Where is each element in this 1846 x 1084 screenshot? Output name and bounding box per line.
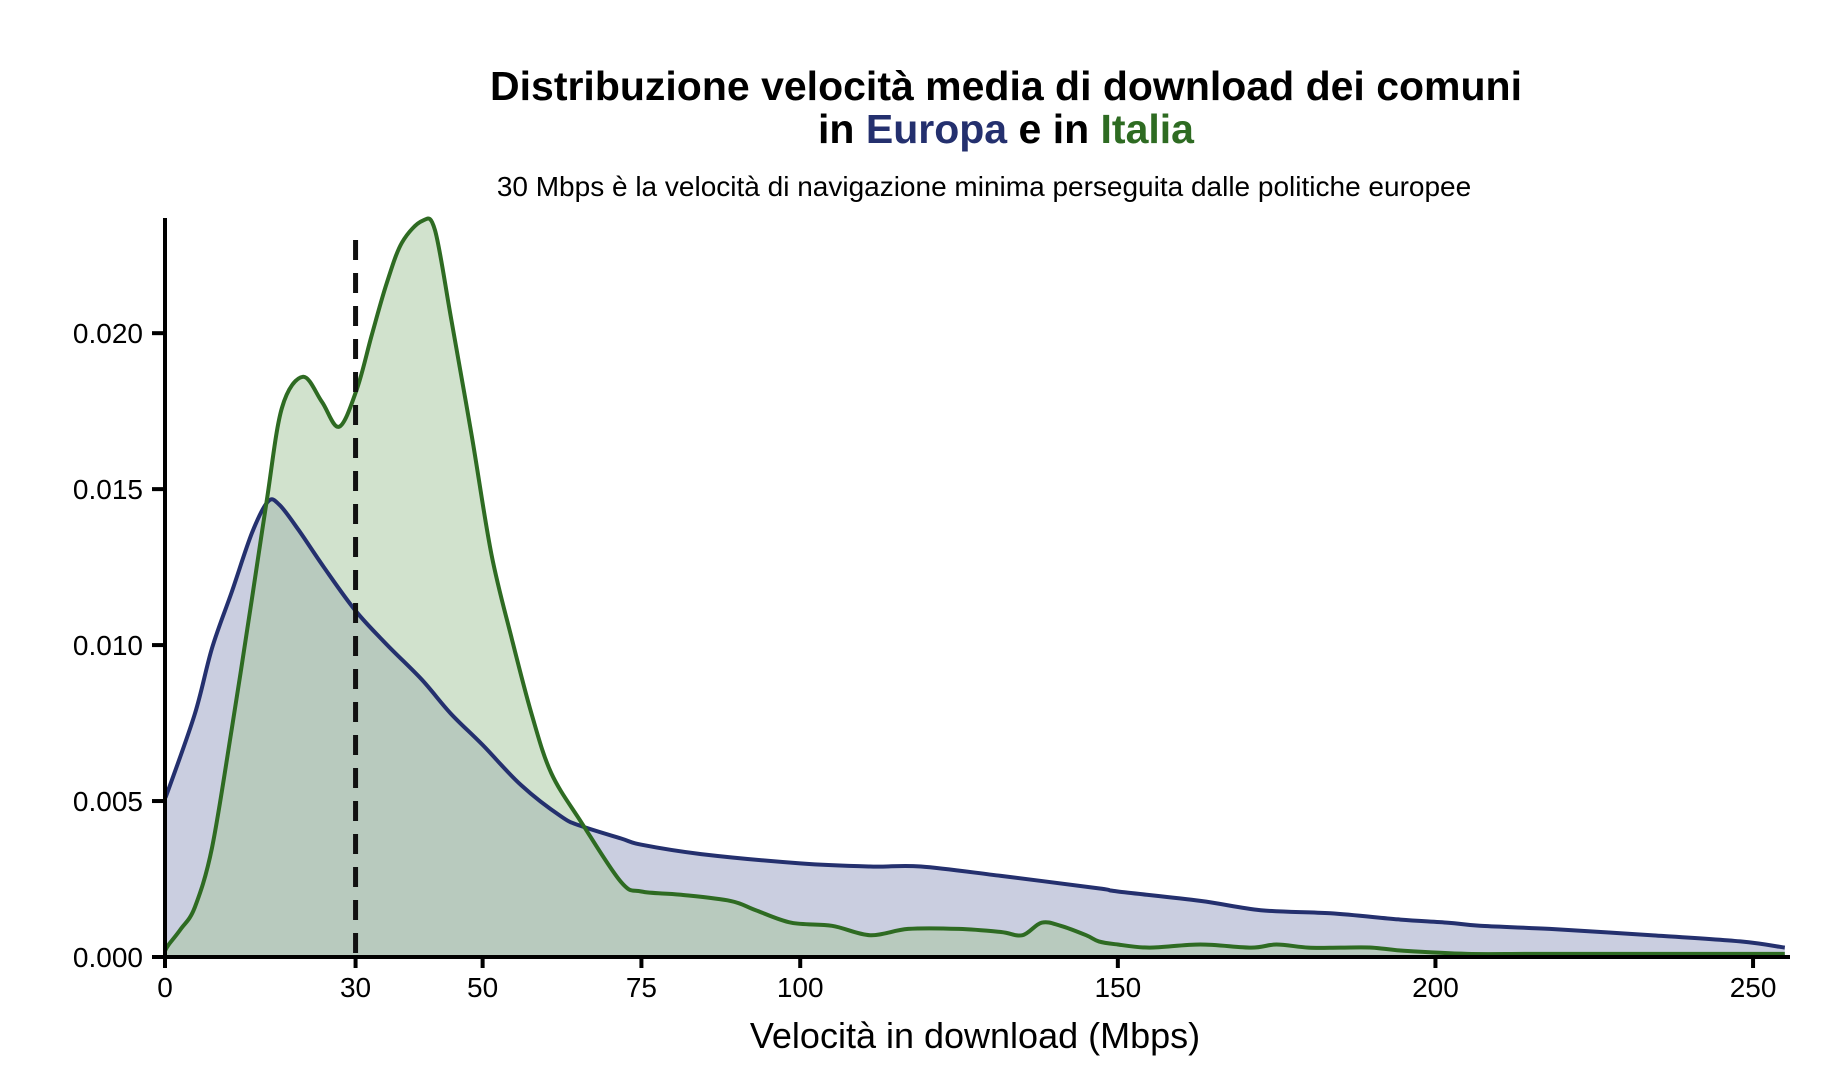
y-tick-label: 0.020 (73, 318, 143, 349)
x-tick-label: 150 (1094, 972, 1141, 1003)
plot-area: 0 30 50 75 100 150 200 250 0.000 0.005 0.010 0.015 0… (73, 216, 1790, 1003)
y-tick-label: 0.015 (73, 474, 143, 505)
x-tick-label: 50 (467, 972, 498, 1003)
density-line-italia (163, 216, 1785, 957)
x-tick-label: 0 (157, 972, 173, 1003)
title-part-europa: Europa (866, 106, 1008, 152)
x-axis-title: Velocità in download (Mbps) (750, 1015, 1200, 1056)
title-part-in: in (818, 106, 866, 152)
x-tick-label: 100 (777, 972, 824, 1003)
title-part-e-in: e in (1007, 106, 1100, 152)
chart-title-line2: in Europa e in Italia (818, 106, 1195, 152)
chart-subtitle: 30 Mbps è la velocità di navigazione min… (497, 171, 1471, 202)
x-tick-label: 200 (1412, 972, 1459, 1003)
chart-title-line1: Distribuzione velocità media di download… (490, 63, 1522, 109)
density-area-italia (165, 218, 1785, 957)
y-tick-label: 0.010 (73, 630, 143, 661)
title-part-italia: Italia (1101, 106, 1196, 152)
x-tick-label: 30 (340, 972, 371, 1003)
x-tick-label: 250 (1730, 972, 1777, 1003)
y-tick-label: 0.005 (73, 786, 143, 817)
y-tick-label: 0.000 (73, 942, 143, 973)
x-tick-label: 75 (626, 972, 657, 1003)
